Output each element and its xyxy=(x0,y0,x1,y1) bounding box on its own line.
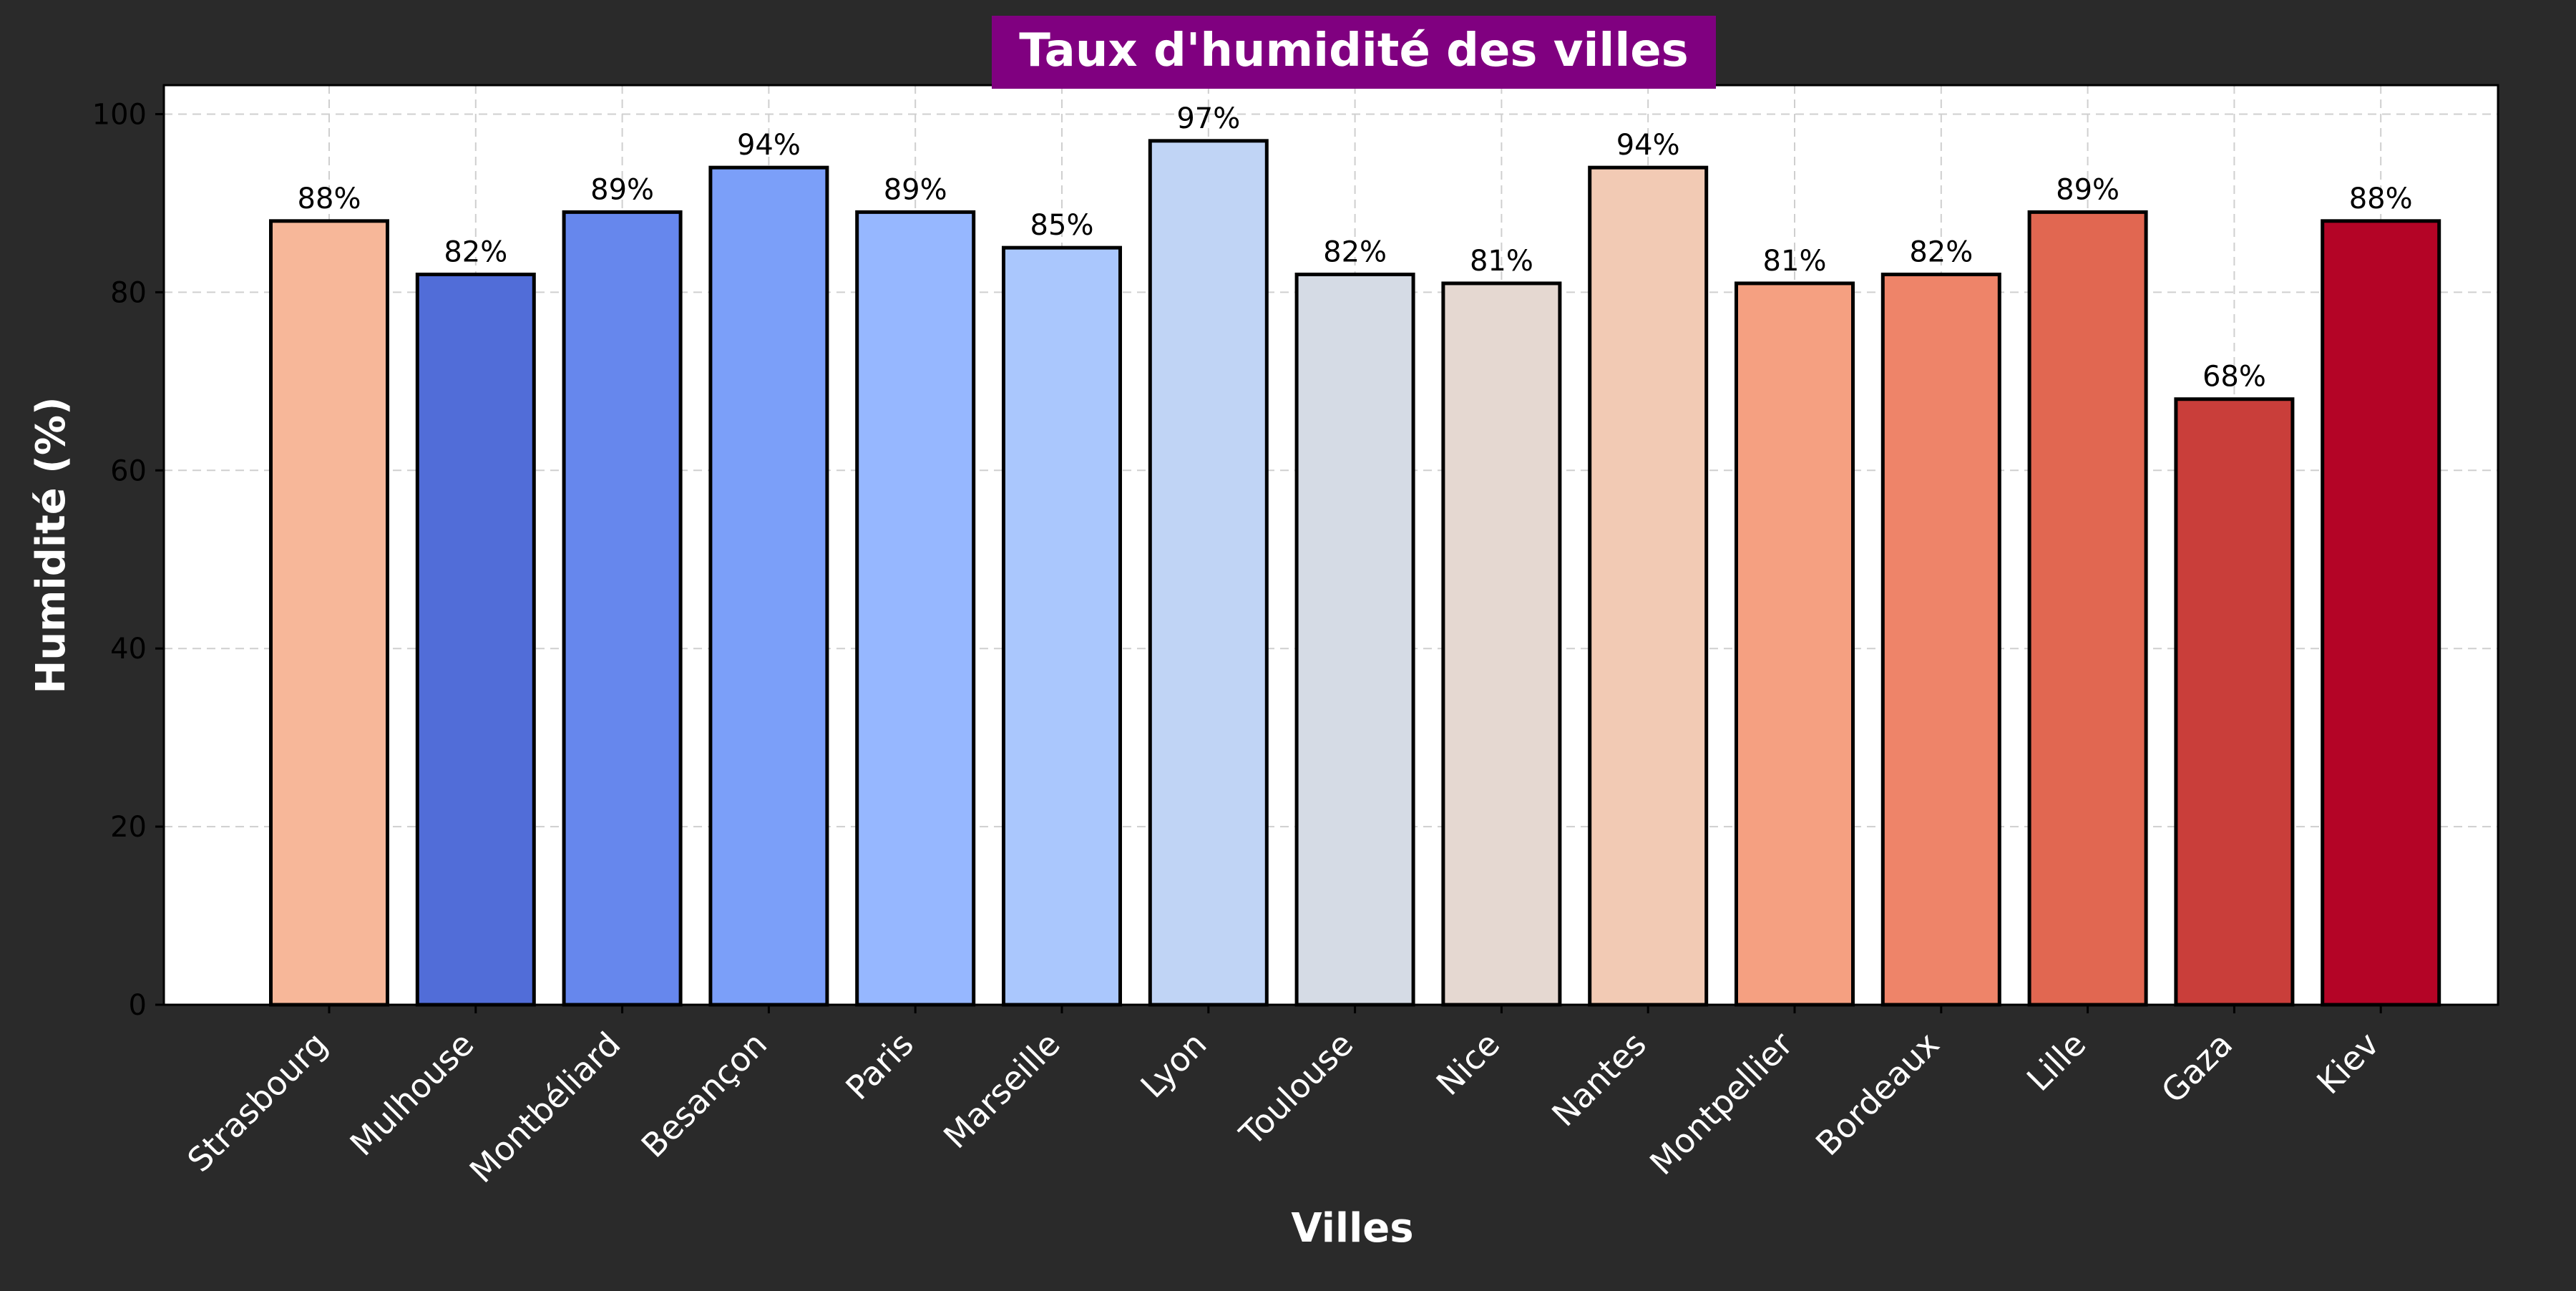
bar-montpellier xyxy=(1735,281,1855,1007)
y-axis: 0 20 40 60 80 100 xyxy=(92,98,164,1022)
bar-nantes xyxy=(1588,165,1709,1007)
data-labels: 88% 82% 89% 94% 89% 85% 97% 82% 81% 94% 81% 82% 89% 6… xyxy=(298,102,2413,394)
y-tick-label: 80 xyxy=(110,276,147,309)
data-label: 94% xyxy=(1616,129,1680,162)
data-label: 88% xyxy=(2349,182,2413,215)
y-tick-label: 20 xyxy=(110,811,147,844)
bar-kiev xyxy=(2321,219,2441,1007)
bar-nice xyxy=(1441,281,1562,1007)
bar-mulhouse xyxy=(415,272,536,1007)
bar-paris xyxy=(855,210,976,1007)
bar-strasbourg xyxy=(269,219,389,1007)
title-background xyxy=(992,16,1716,89)
bar-gaza xyxy=(2174,397,2295,1007)
data-label: 89% xyxy=(2056,173,2119,206)
data-label: 89% xyxy=(884,173,947,206)
bar-lyon xyxy=(1148,139,1269,1007)
data-label: 85% xyxy=(1030,209,1094,242)
data-label: 88% xyxy=(298,182,361,215)
y-tick-label: 60 xyxy=(110,454,147,487)
data-label: 97% xyxy=(1176,102,1240,135)
data-label: 94% xyxy=(737,129,801,162)
data-label: 82% xyxy=(1323,235,1387,268)
bar-besançon xyxy=(708,165,829,1007)
y-tick-label: 100 xyxy=(92,98,147,131)
y-tick-label: 40 xyxy=(110,633,147,666)
data-label: 81% xyxy=(1470,245,1533,278)
bar-lille xyxy=(2027,210,2148,1007)
data-label: 82% xyxy=(1909,235,1973,268)
x-axis-label: Villes xyxy=(1291,1205,1413,1252)
bar-marseille xyxy=(1002,245,1122,1007)
y-tick-label: 0 xyxy=(129,989,147,1022)
data-label: 81% xyxy=(1763,245,1827,278)
data-label: 89% xyxy=(590,173,654,206)
y-axis-label: Humidité (%) xyxy=(28,396,74,693)
data-label: 82% xyxy=(444,235,507,268)
data-label: 68% xyxy=(2202,361,2266,394)
bar-toulouse xyxy=(1294,272,1415,1007)
bar-montbéliard xyxy=(562,210,683,1007)
bars xyxy=(269,139,2441,1007)
chart-title: Taux d'humidité des villes xyxy=(1019,24,1689,77)
bar-bordeaux xyxy=(1880,272,2001,1007)
